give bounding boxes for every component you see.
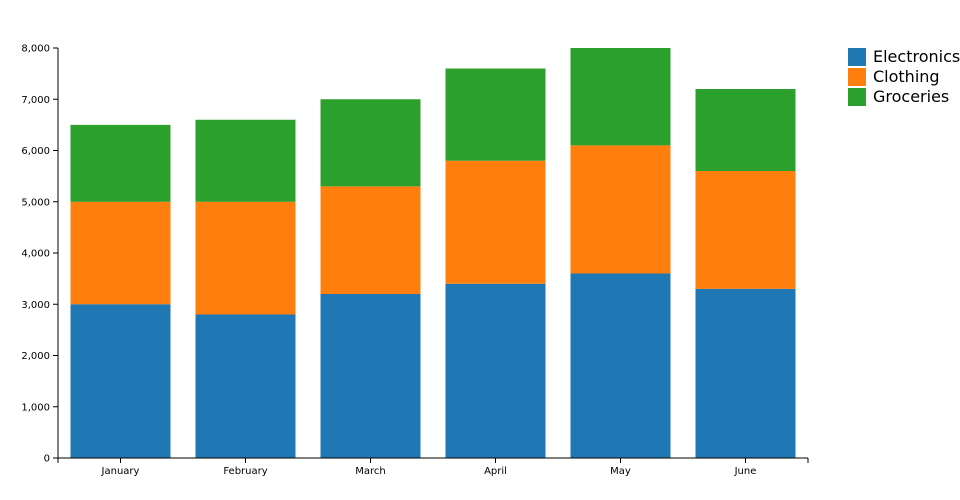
legend-label-electronics: Electronics [873,47,960,66]
y-tick-label: 1,000 [21,402,50,413]
bar-groceries-february [195,119,296,202]
x-tick-label: June [734,466,757,477]
y-tick-label: 2,000 [21,351,50,362]
y-axis: 0 1,000 2,000 3,000 4,000 5,000 6,000 7,000 8,00… [21,44,59,465]
bar-clothing-february [195,201,296,315]
y-tick-label: 7,000 [21,95,50,106]
bar-electronics-february [195,314,296,458]
bar-clothing-may [570,145,671,274]
bar-clothing-march [320,186,421,295]
y-tick-label: 6,000 [21,146,50,157]
bar-clothing-january [70,201,171,305]
bar-groceries-june [695,89,796,171]
legend-swatch-clothing [848,68,866,86]
bar-groceries-january [70,124,171,202]
bar-clothing-june [695,171,796,289]
legend-label-clothing: Clothing [873,67,940,86]
bar-groceries-march [320,99,421,187]
x-axis: January February March April May June [57,457,809,477]
bar-groceries-april [445,68,546,161]
bar-electronics-june [695,288,796,459]
y-tick-label: 5,000 [21,197,50,208]
y-tick-label: 0 [44,454,50,465]
bar-electronics-april [445,283,546,458]
bar-electronics-may [570,273,671,458]
bar-electronics-january [70,304,171,458]
legend-label-groceries: Groceries [873,87,949,106]
x-tick-label: February [223,466,267,477]
y-tick-label: 4,000 [21,249,50,260]
legend-swatch-electronics [848,48,866,66]
y-tick-label: 8,000 [21,44,50,55]
x-tick-label: March [355,466,385,477]
x-tick-label: April [484,466,507,477]
plot-area [70,48,796,459]
legend-swatch-groceries [848,88,866,106]
bar-clothing-april [445,160,546,284]
x-tick-label: January [101,466,140,477]
bar-groceries-may [570,48,671,146]
bar-electronics-march [320,294,421,458]
x-tick-label: May [610,466,631,477]
y-tick-label: 3,000 [21,300,50,311]
